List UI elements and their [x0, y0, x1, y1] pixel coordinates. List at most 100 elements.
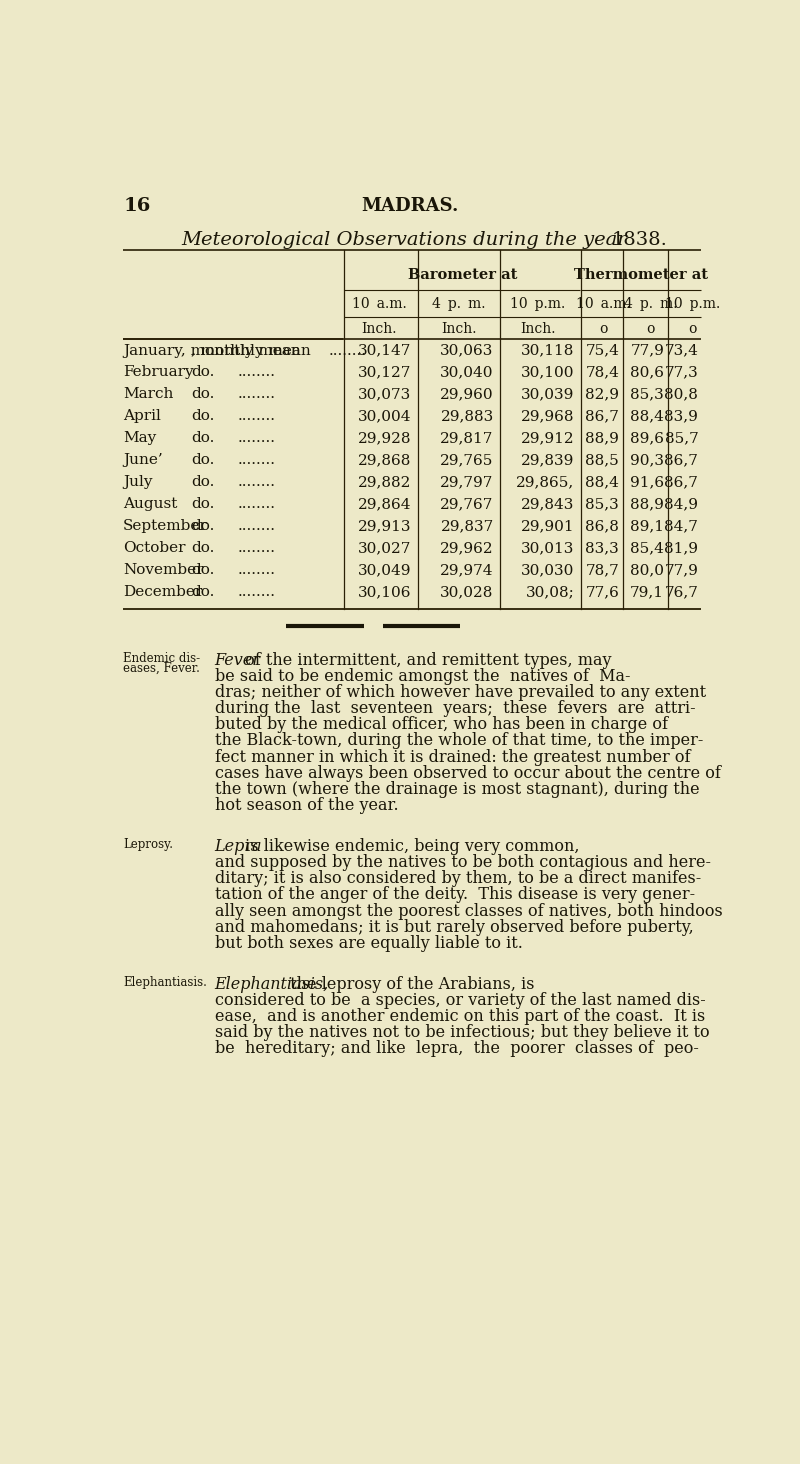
Text: do.: do. [191, 476, 215, 489]
Text: 29,912: 29,912 [521, 432, 574, 445]
Text: fect manner in which it is drained: the greatest number of: fect manner in which it is drained: the … [214, 748, 690, 766]
Text: 30,027: 30,027 [358, 542, 411, 555]
Text: do.: do. [191, 520, 215, 533]
Text: do.: do. [191, 586, 215, 599]
Text: do.: do. [191, 388, 215, 401]
Text: 90,3: 90,3 [630, 454, 664, 467]
Text: 29,882: 29,882 [358, 476, 411, 489]
Text: cases have always been observed to occur about the centre of: cases have always been observed to occur… [214, 764, 721, 782]
Text: 85,4: 85,4 [630, 542, 664, 555]
Text: 30,028: 30,028 [440, 586, 494, 599]
Text: March: March [123, 388, 174, 401]
Text: , monthly mean: , monthly mean [190, 344, 310, 357]
Text: 83,3: 83,3 [586, 542, 619, 555]
Text: February: February [123, 366, 194, 379]
Text: ........: ........ [238, 410, 276, 423]
Text: 29,797: 29,797 [440, 476, 494, 489]
Text: the town (where the drainage is most stagnant), during the: the town (where the drainage is most sta… [214, 780, 699, 798]
Text: 30,118: 30,118 [521, 344, 574, 357]
Text: 4 p. m.: 4 p. m. [432, 297, 486, 312]
Text: 80,0: 80,0 [630, 564, 664, 577]
Text: 10 p.m.: 10 p.m. [666, 297, 721, 312]
Text: 29,960: 29,960 [440, 388, 494, 401]
Text: Elephantiasis.: Elephantiasis. [123, 975, 207, 988]
Text: ........: ........ [238, 564, 276, 577]
Text: ........: ........ [238, 586, 276, 599]
Text: be  hereditary; and like  lepra,  the  poorer  classes of  peo-: be hereditary; and like lepra, the poore… [214, 1041, 698, 1057]
Text: ........: ........ [238, 432, 276, 445]
Text: 77,9: 77,9 [665, 564, 698, 577]
Text: 75,4: 75,4 [586, 344, 619, 357]
Text: and supposed by the natives to be both contagious and here-: and supposed by the natives to be both c… [214, 854, 710, 871]
Text: eases, Fever.: eases, Fever. [123, 662, 200, 675]
Text: 30,08;: 30,08; [526, 586, 574, 599]
Text: 30,063: 30,063 [440, 344, 494, 357]
Text: 88,4: 88,4 [630, 410, 664, 423]
Text: 30,106: 30,106 [358, 586, 411, 599]
Text: ally seen amongst the poorest classes of natives, both hindoos: ally seen amongst the poorest classes of… [214, 903, 722, 919]
Text: 85,3: 85,3 [586, 498, 619, 511]
Text: 29,837: 29,837 [441, 520, 494, 533]
Text: 30,013: 30,013 [521, 542, 574, 555]
Text: 29,901: 29,901 [521, 520, 574, 533]
Text: 80,8: 80,8 [665, 388, 698, 401]
Text: 88,5: 88,5 [586, 454, 619, 467]
Text: 29,962: 29,962 [440, 542, 494, 555]
Text: 29,868: 29,868 [358, 454, 411, 467]
Text: ........: ........ [238, 366, 276, 379]
Text: do.: do. [191, 410, 215, 423]
Text: 86,7: 86,7 [665, 476, 698, 489]
Text: do.: do. [191, 542, 215, 555]
Text: Endemic dis-: Endemic dis- [123, 651, 200, 665]
Text: 73,4: 73,4 [665, 344, 698, 357]
Text: ........: ........ [238, 520, 276, 533]
Text: do.: do. [191, 432, 215, 445]
Text: 88,9: 88,9 [586, 432, 619, 445]
Text: considered to be  a species, or variety of the last named dis-: considered to be a species, or variety o… [214, 993, 706, 1009]
Text: 29,839: 29,839 [521, 454, 574, 467]
Text: 89,1: 89,1 [630, 520, 664, 533]
Text: the leprosy of the Arabians, is: the leprosy of the Arabians, is [286, 975, 534, 993]
Text: 29,928: 29,928 [358, 432, 411, 445]
Text: 76,7: 76,7 [665, 586, 698, 599]
Text: tation of the anger of the deity.  This disease is very gener-: tation of the anger of the deity. This d… [214, 886, 695, 903]
Text: 30,073: 30,073 [358, 388, 411, 401]
Text: 81,9: 81,9 [664, 542, 698, 555]
Text: hot season of the year.: hot season of the year. [214, 796, 398, 814]
Text: Leprosy.: Leprosy. [123, 837, 174, 851]
Text: 91,6: 91,6 [630, 476, 664, 489]
Text: 80,6: 80,6 [630, 366, 664, 379]
Text: 83,9: 83,9 [665, 410, 698, 423]
Text: Barometer at: Barometer at [408, 268, 517, 283]
Text: Lepra: Lepra [214, 837, 262, 855]
Text: of the intermittent, and remittent types, may: of the intermittent, and remittent types… [240, 651, 611, 669]
Text: do.: do. [191, 498, 215, 511]
Text: o: o [646, 322, 654, 335]
Text: January, monthly mean: January, monthly mean [123, 344, 301, 357]
Text: 29,843: 29,843 [521, 498, 574, 511]
Text: ease,  and is another endemic on this part of the coast.  It is: ease, and is another endemic on this par… [214, 1009, 705, 1025]
Text: 84,7: 84,7 [665, 520, 698, 533]
Text: August: August [123, 498, 178, 511]
Text: 30,039: 30,039 [521, 388, 574, 401]
Text: 88,4: 88,4 [586, 476, 619, 489]
Text: 84,9: 84,9 [664, 498, 698, 511]
Text: do.: do. [191, 454, 215, 467]
Text: 77,9: 77,9 [630, 344, 664, 357]
Text: 30,049: 30,049 [358, 564, 411, 577]
Text: ........: ........ [238, 454, 276, 467]
Text: ........: ........ [238, 498, 276, 511]
Text: 29,864: 29,864 [358, 498, 411, 511]
Text: MADRAS.: MADRAS. [362, 198, 458, 215]
Text: 16: 16 [123, 198, 150, 215]
Text: 29,865,: 29,865, [516, 476, 574, 489]
Text: 79,1: 79,1 [630, 586, 664, 599]
Text: July: July [123, 476, 153, 489]
Text: be said to be endemic amongst the  natives of  Ma-: be said to be endemic amongst the native… [214, 668, 630, 685]
Text: o: o [599, 322, 608, 335]
Text: the Black-town, during the whole of that time, to the imper-: the Black-town, during the whole of that… [214, 732, 703, 750]
Text: ........: ........ [238, 476, 276, 489]
Text: 1838.: 1838. [611, 231, 667, 249]
Text: September: September [123, 520, 208, 533]
Text: 29,968: 29,968 [521, 410, 574, 423]
